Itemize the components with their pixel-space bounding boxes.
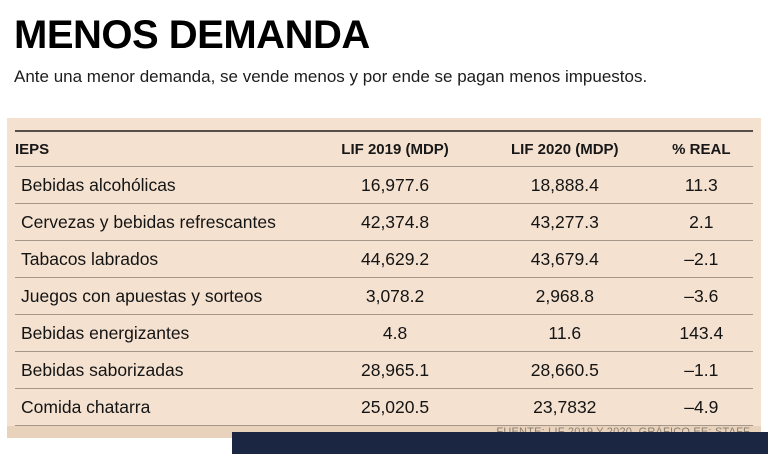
value-real: –4.9	[684, 397, 719, 417]
row-label: Bebidas energizantes	[21, 323, 190, 343]
row-label: Bebidas saborizadas	[21, 360, 184, 380]
column-header-lif2020: LIF 2020 (MDP)	[511, 141, 619, 158]
data-table: IEPS LIF 2019 (MDP) LIF 2020 (MDP) % REA…	[15, 130, 753, 426]
table-panel: IEPS LIF 2019 (MDP) LIF 2020 (MDP) % REA…	[7, 118, 761, 438]
table-row: Juegos con apuestas y sorteos 3,078.2 2,…	[15, 278, 753, 315]
row-label: Juegos con apuestas y sorteos	[21, 286, 263, 306]
table-row: Bebidas alcohólicas 16,977.6 18,888.4 11…	[15, 167, 753, 204]
value-real: –3.6	[684, 286, 719, 306]
value-lif2020: 18,888.4	[530, 175, 599, 195]
value-real: 143.4	[679, 323, 724, 343]
table-row: Bebidas saborizadas 28,965.1 28,660.5 –1…	[15, 352, 753, 389]
value-lif2019: 44,629.2	[360, 249, 430, 269]
column-header-real: % REAL	[672, 141, 731, 158]
value-lif2020: 43,277.3	[530, 212, 599, 232]
table-row: Cervezas y bebidas refrescantes 42,374.8…	[15, 204, 753, 241]
table-row: Bebidas energizantes 4.8 11.6 143.4	[15, 315, 753, 352]
subtitle: Ante una menor demanda, se vende menos y…	[14, 67, 648, 86]
value-real: –2.1	[684, 249, 719, 269]
value-lif2020: 43,679.4	[530, 249, 599, 269]
value-lif2019: 42,374.8	[360, 212, 430, 232]
row-label: Tabacos labrados	[21, 249, 159, 269]
value-lif2019: 3,078.2	[365, 286, 425, 306]
value-lif2019: 25,020.5	[360, 397, 430, 417]
value-lif2020: 2,968.8	[535, 286, 594, 306]
table-row: Comida chatarra 25,020.5 23,7832 –4.9	[15, 389, 753, 426]
value-lif2019: 4.8	[382, 323, 408, 343]
value-real: –1.1	[684, 360, 719, 380]
column-header-ieps: IEPS	[15, 141, 50, 158]
value-lif2019: 16,977.6	[360, 175, 430, 195]
table-header-row: IEPS LIF 2019 (MDP) LIF 2020 (MDP) % REA…	[15, 132, 753, 167]
value-real: 11.3	[684, 175, 718, 195]
value-real: 2.1	[689, 212, 714, 232]
row-label: Comida chatarra	[21, 397, 151, 417]
table-row: Tabacos labrados 44,629.2 43,679.4 –2.1	[15, 241, 753, 278]
row-label: Cervezas y bebidas refrescantes	[21, 212, 276, 232]
value-lif2020: 28,660.5	[530, 360, 599, 380]
value-lif2020: 11.6	[548, 323, 582, 343]
value-lif2019: 28,965.1	[360, 360, 430, 380]
column-header-lif2019: LIF 2019 (MDP)	[341, 141, 449, 158]
brand-bar	[232, 432, 768, 454]
header: MENOS DEMANDA Ante una menor demanda, se…	[0, 0, 768, 87]
row-label: Bebidas alcohólicas	[21, 175, 176, 195]
value-lif2020: 23,7832	[533, 397, 597, 417]
page-title: MENOS DEMANDA	[14, 13, 370, 57]
